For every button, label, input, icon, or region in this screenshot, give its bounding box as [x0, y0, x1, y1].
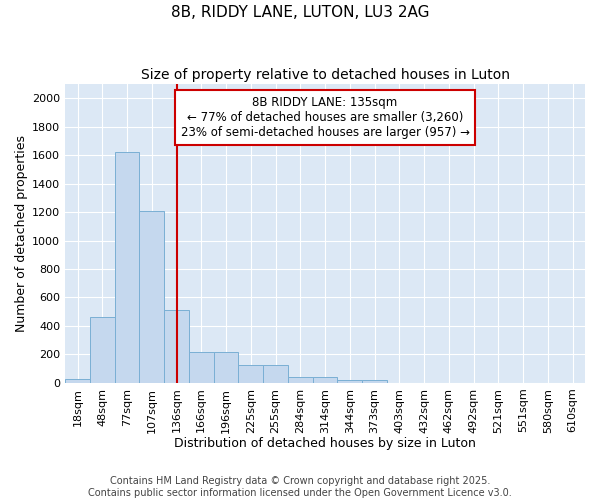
Bar: [337, 380, 362, 383]
Text: 8B, RIDDY LANE, LUTON, LU3 2AG: 8B, RIDDY LANE, LUTON, LU3 2AG: [171, 5, 429, 20]
Bar: [65, 378, 90, 383]
Bar: [164, 310, 189, 383]
Bar: [313, 377, 337, 383]
Title: Size of property relative to detached houses in Luton: Size of property relative to detached ho…: [140, 68, 509, 82]
Bar: [288, 377, 313, 383]
Bar: [90, 318, 115, 383]
Y-axis label: Number of detached properties: Number of detached properties: [15, 135, 28, 332]
Bar: [214, 352, 238, 383]
Bar: [139, 210, 164, 383]
Text: Contains HM Land Registry data © Crown copyright and database right 2025.
Contai: Contains HM Land Registry data © Crown c…: [88, 476, 512, 498]
Text: 8B RIDDY LANE: 135sqm
← 77% of detached houses are smaller (3,260)
23% of semi-d: 8B RIDDY LANE: 135sqm ← 77% of detached …: [181, 96, 470, 139]
X-axis label: Distribution of detached houses by size in Luton: Distribution of detached houses by size …: [174, 437, 476, 450]
Bar: [263, 365, 288, 383]
Bar: [238, 365, 263, 383]
Bar: [189, 352, 214, 383]
Bar: [115, 152, 139, 383]
Bar: [362, 380, 387, 383]
